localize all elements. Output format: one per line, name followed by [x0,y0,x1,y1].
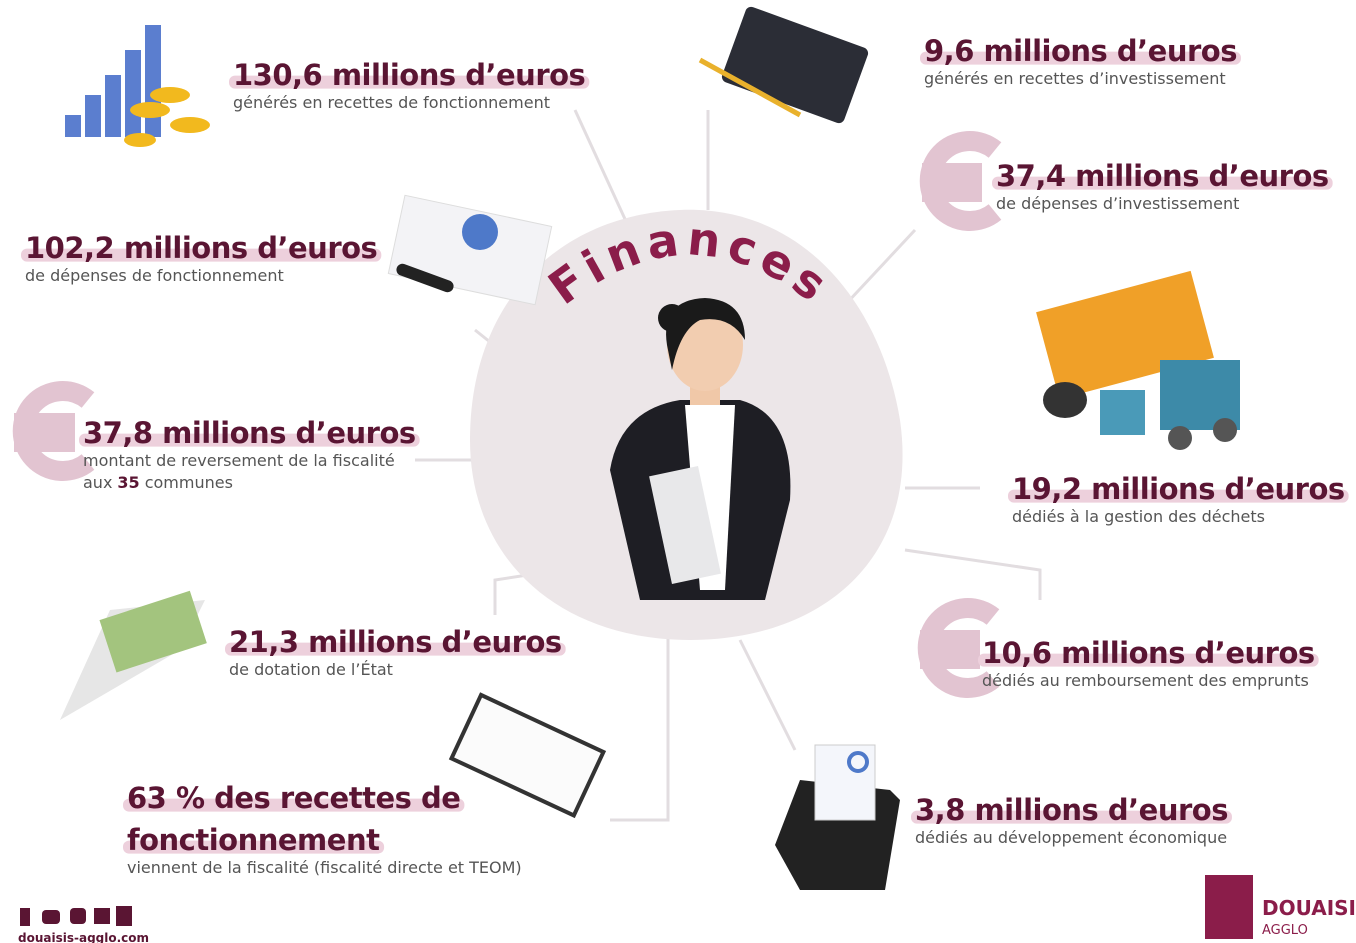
description-part: aux [83,473,112,492]
description: montant de reversement de la fiscalité [83,451,395,470]
headline: 9,6 millions d’euros [924,34,1237,68]
woman [610,298,791,600]
connectors [415,109,1042,822]
description: de dépenses de fonctionnement [25,266,284,285]
logo-sub: AGGLO [1262,923,1308,938]
headline: 10,6 millions d’euros [982,636,1315,670]
logo-name: DOUAISIS [1262,896,1356,920]
description: viennent de la fiscalité (fiscalité dire… [127,858,522,877]
euro-signs [12,131,1002,698]
headline: 130,6 millions d’euros [233,58,585,92]
highlight [123,798,465,812]
headline: 19,2 millions d’euros [1012,472,1345,506]
description: aux 35 communes [83,473,233,492]
highlight [978,653,1319,667]
headline: 102,2 millions d’euros [25,231,377,265]
icons [60,6,1240,890]
description-bold: 35 [117,473,139,492]
description: générés en recettes d’investissement [924,69,1226,88]
highlight [21,248,382,262]
headline: 63 % des recettes de [127,781,460,815]
website: douaisis-agglo.com [18,931,149,943]
description: dédiés au remboursement des emprunts [982,671,1309,690]
description: dédiés à la gestion des déchets [1012,507,1265,526]
highlight [911,810,1232,824]
highlight [992,176,1333,190]
social-icons [20,906,132,926]
description-part: communes [145,473,233,492]
headline: fonctionnement [127,823,380,857]
headline: 3,8 millions d’euros [915,793,1228,827]
logo-mark [1205,875,1253,939]
highlight [1008,489,1349,503]
description: de dépenses d’investissement [996,194,1239,213]
highlight [123,840,385,854]
highlight [225,642,566,656]
highlight [229,75,590,89]
highlight [920,51,1241,65]
headline: 37,4 millions d’euros [996,159,1329,193]
headline: 37,8 millions d’euros [83,416,416,450]
highlight [79,433,420,447]
headline: 21,3 millions d’euros [229,625,562,659]
description: dédiés au développement économique [915,828,1227,847]
description: de dotation de l’État [229,660,393,679]
description: générés en recettes de fonctionnement [233,93,550,112]
